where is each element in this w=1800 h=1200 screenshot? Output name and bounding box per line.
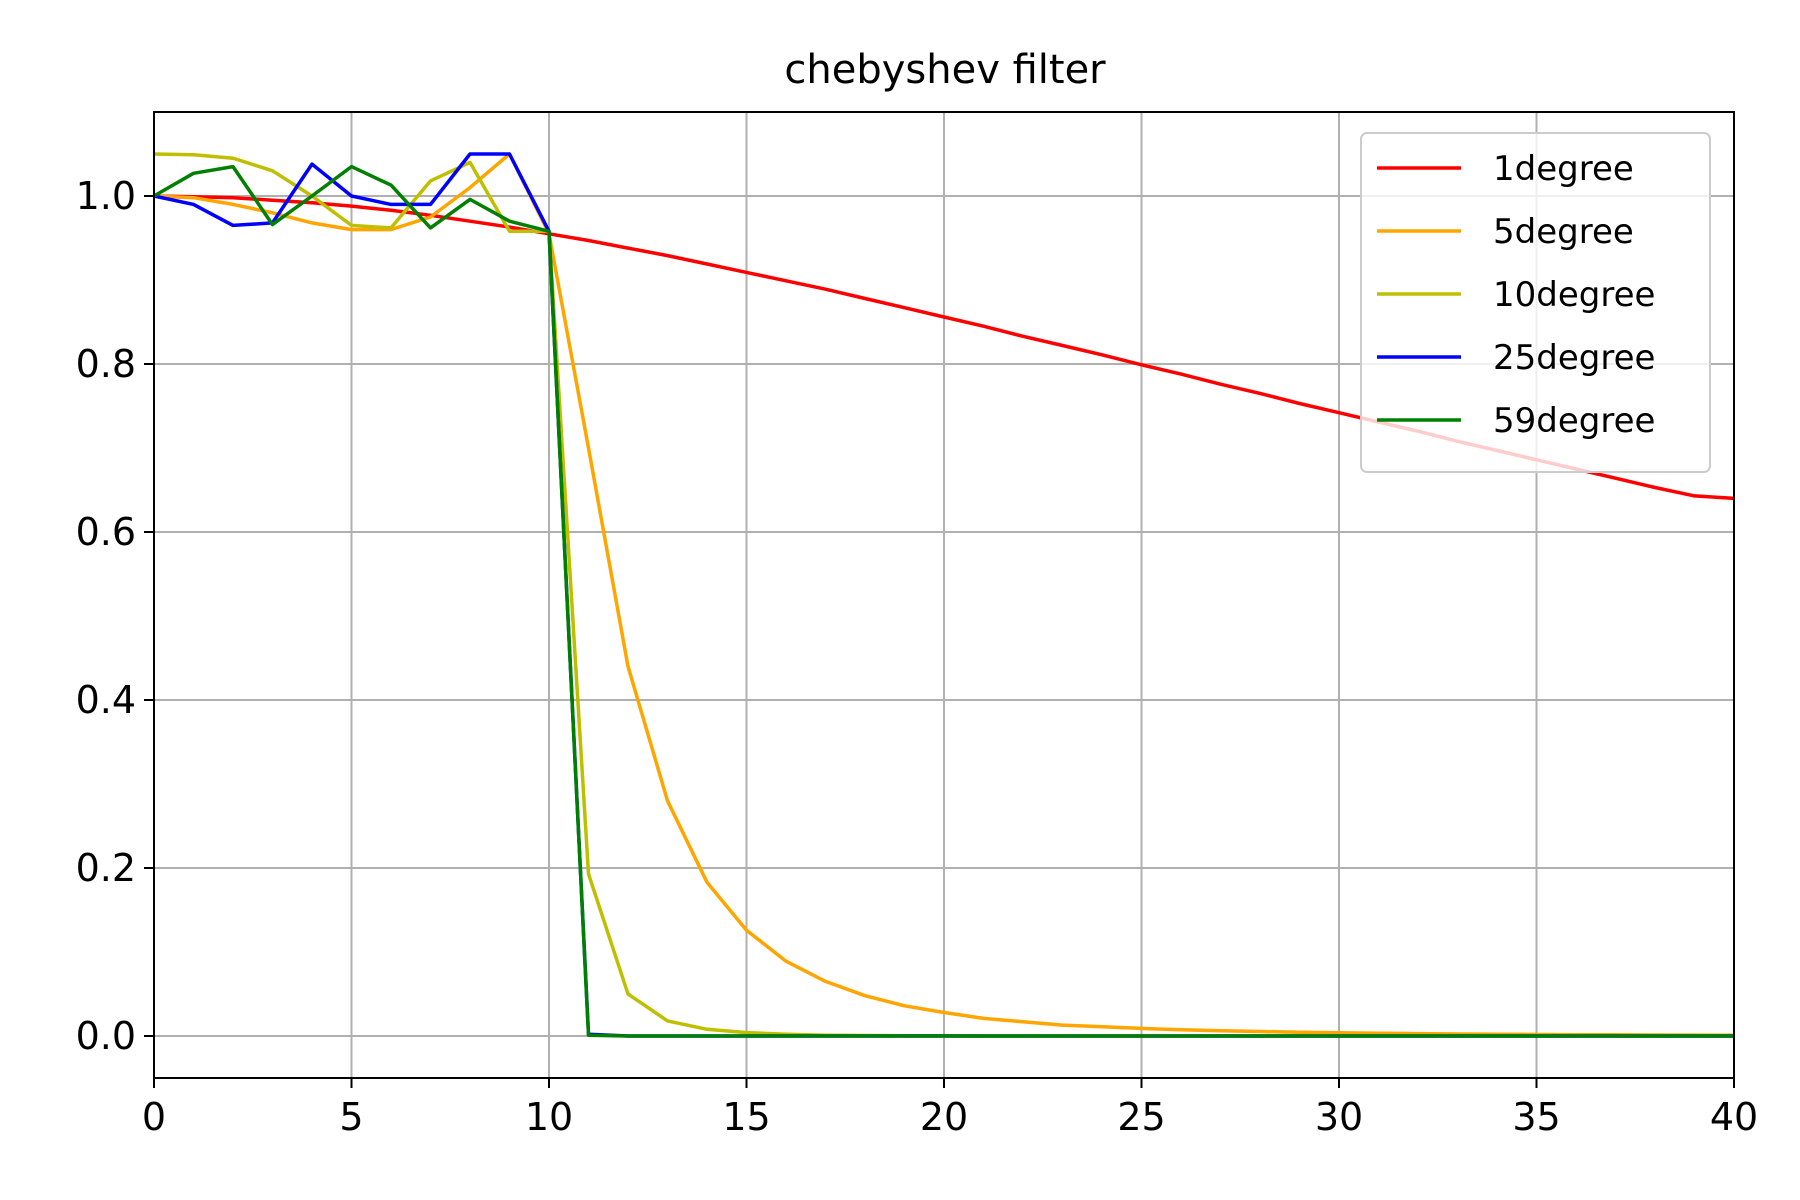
- y-tick-label: 1.0: [76, 174, 136, 218]
- series-line-59degree: [153, 164, 1734, 1038]
- x-tick-label: 35: [1512, 1095, 1560, 1139]
- chart-title: chebyshev filter: [784, 47, 1106, 93]
- y-tick-label: 0.4: [76, 678, 136, 722]
- y-tick-label: 0.0: [76, 1014, 136, 1058]
- x-tick-label: 30: [1315, 1095, 1363, 1139]
- y-tick-label: 0.8: [76, 342, 136, 386]
- series-line-5degree: [153, 152, 1735, 1037]
- x-tick-label: 20: [920, 1095, 968, 1139]
- y-axis: 0.0 0.2 0.4 0.6 0.8 1.0: [76, 174, 154, 1058]
- x-tick-label: 25: [1117, 1095, 1165, 1139]
- x-tick-label: 15: [722, 1095, 770, 1139]
- y-tick-label: 0.6: [76, 510, 136, 554]
- x-tick-label: 5: [339, 1095, 363, 1139]
- x-tick-label: 10: [525, 1095, 573, 1139]
- x-axis: 0 5 10 15 20 25 30 35 40: [142, 1078, 1758, 1139]
- legend-label: 10degree: [1493, 275, 1655, 315]
- legend-label: 59degree: [1493, 401, 1655, 441]
- legend: 1degree 5degree 10degree 25degree 59degree: [1360, 132, 1711, 473]
- y-tick-label: 0.2: [76, 846, 136, 890]
- legend-box: [1360, 132, 1711, 473]
- x-tick-label: 0: [142, 1095, 166, 1139]
- legend-label: 25degree: [1493, 338, 1655, 378]
- legend-label: 1degree: [1493, 149, 1634, 189]
- x-tick-label: 40: [1710, 1095, 1758, 1139]
- legend-label: 5degree: [1493, 212, 1634, 252]
